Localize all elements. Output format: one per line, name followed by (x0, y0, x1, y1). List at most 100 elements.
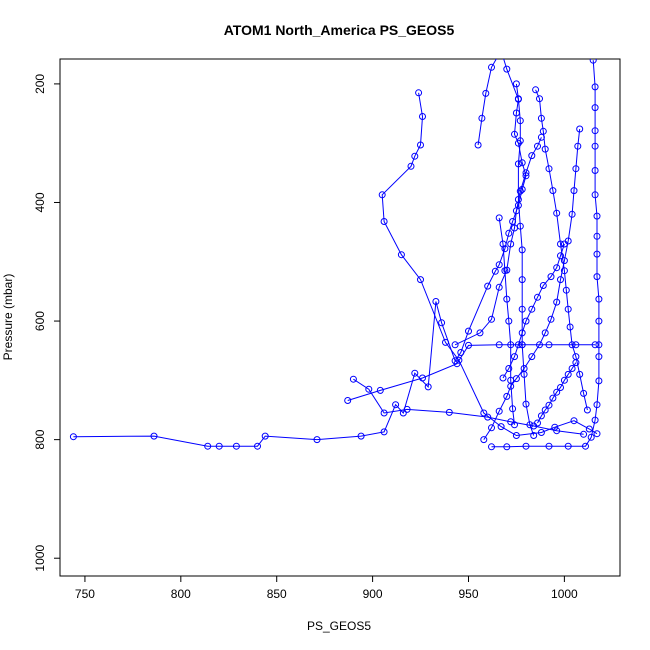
data-point (522, 169, 530, 177)
data-point (403, 405, 411, 413)
data-point (553, 298, 561, 306)
data-point (507, 240, 515, 248)
data-point (514, 341, 522, 349)
data-point (572, 341, 580, 349)
data-point (488, 424, 495, 432)
data-point (585, 425, 593, 433)
data-point (545, 442, 553, 450)
data-point (591, 83, 599, 91)
data-point (344, 397, 352, 404)
data-point (541, 329, 549, 337)
y-tick-label: 1000 (33, 545, 47, 572)
data-point (455, 356, 463, 364)
data-point (514, 196, 522, 203)
data-point (488, 315, 495, 323)
data-point (505, 365, 513, 372)
data-point (451, 341, 459, 349)
data-point (560, 240, 568, 248)
data-point (522, 317, 530, 325)
data-point (570, 187, 578, 195)
data-point (254, 442, 261, 450)
series-line (454, 137, 542, 346)
data-point (505, 229, 513, 237)
data-point (572, 359, 580, 367)
series-line (502, 243, 565, 379)
data-point (557, 384, 564, 391)
data-point (501, 267, 509, 275)
data-point (536, 95, 543, 103)
y-tick-label: 200 (33, 74, 47, 94)
data-point (593, 250, 601, 258)
series-line (353, 378, 584, 435)
data-point (495, 283, 503, 291)
data-point (562, 286, 570, 294)
data-point (419, 374, 426, 382)
data-point (442, 338, 449, 346)
data-point (564, 305, 572, 313)
data-point (593, 430, 601, 438)
data-point (572, 165, 580, 173)
y-tick-label: 600 (33, 311, 47, 331)
x-tick-label: 800 (171, 587, 191, 601)
data-point (545, 165, 553, 173)
data-point (518, 276, 526, 284)
data-point (495, 214, 503, 222)
data-point (547, 273, 555, 281)
data-point (591, 127, 599, 135)
data-point (445, 408, 453, 416)
data-point (526, 421, 534, 429)
data-point (539, 127, 547, 135)
data-point (498, 48, 504, 54)
data-point (528, 152, 536, 160)
data-point (566, 323, 574, 331)
data-point (482, 89, 490, 97)
data-point (499, 374, 507, 382)
data-point (537, 429, 545, 436)
data-point (518, 159, 526, 167)
data-point (587, 433, 595, 441)
data-point (534, 142, 541, 150)
data-point (591, 167, 599, 174)
data-point (397, 251, 405, 259)
data-point (499, 240, 507, 248)
data-point (595, 353, 603, 361)
data-point (564, 442, 572, 450)
data-point (545, 401, 553, 409)
data-point (593, 273, 601, 281)
data-point (522, 400, 530, 408)
data-point (534, 293, 541, 301)
data-point (560, 267, 568, 275)
data-point (514, 95, 522, 103)
data-point (591, 104, 599, 112)
data-point (591, 142, 599, 150)
data-point (518, 329, 526, 337)
chart-title: ATOM1 North_America PS_GEOS5 (224, 22, 455, 38)
data-point (595, 317, 603, 325)
data-point (549, 187, 557, 195)
data-point (549, 394, 557, 402)
y-tick-label: 800 (33, 429, 47, 449)
data-point (564, 370, 572, 378)
data-point (380, 409, 388, 417)
data-point (541, 145, 549, 153)
data-point (313, 436, 321, 444)
data-point (595, 341, 603, 349)
data-point (557, 240, 564, 248)
data-point (378, 191, 386, 199)
data-point (560, 376, 568, 384)
data-point (595, 295, 603, 303)
data-point (511, 130, 518, 138)
data-point (532, 86, 540, 94)
series-group (69, 48, 603, 451)
x-tick-label: 1000 (551, 587, 578, 601)
data-point (593, 212, 601, 220)
data-point (553, 264, 561, 272)
data-point (507, 376, 515, 384)
data-point (511, 421, 518, 429)
series-line (381, 92, 598, 437)
x-tick-label: 750 (75, 587, 95, 601)
series-line (515, 83, 535, 436)
data-point (495, 261, 503, 269)
data-point (407, 162, 415, 170)
